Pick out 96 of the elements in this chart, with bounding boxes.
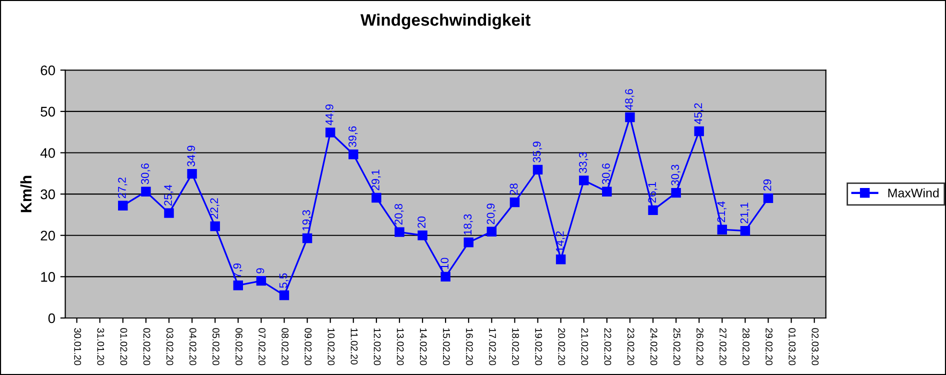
data-label: 28 bbox=[510, 184, 518, 195]
point bbox=[510, 197, 520, 208]
y-tick-label: 20 bbox=[40, 230, 56, 241]
y-tick-label: 50 bbox=[40, 106, 56, 117]
point bbox=[210, 221, 220, 232]
point bbox=[325, 128, 336, 138]
data-label: 18,3 bbox=[464, 214, 473, 235]
x-tick-label: 15.02.20 bbox=[442, 328, 450, 366]
data-label: 39,6 bbox=[348, 126, 358, 148]
point bbox=[578, 176, 589, 186]
x-tick-label: 16.02.20 bbox=[466, 328, 473, 366]
point bbox=[187, 168, 197, 179]
data-label: 20,8 bbox=[394, 204, 404, 225]
x-tick-label: 01.03.20 bbox=[788, 328, 796, 366]
point bbox=[141, 186, 151, 196]
point bbox=[532, 164, 543, 175]
point bbox=[372, 192, 382, 203]
x-tick-label: 22.02.20 bbox=[604, 328, 612, 366]
point bbox=[440, 272, 450, 282]
x-tick-label: 30.01.20 bbox=[74, 328, 82, 366]
data-label: 35,9 bbox=[532, 142, 542, 162]
data-label: 29,1 bbox=[372, 170, 381, 190]
point bbox=[279, 290, 290, 300]
x-tick-label: 01.02.20 bbox=[120, 328, 128, 366]
x-tick-label: 25.02.20 bbox=[673, 328, 680, 366]
point bbox=[740, 226, 750, 236]
point bbox=[394, 227, 404, 237]
point bbox=[625, 112, 635, 122]
point bbox=[233, 280, 243, 290]
y-tick-label: 30 bbox=[40, 189, 56, 200]
point bbox=[648, 205, 658, 216]
x-tick-label: 26.02.20 bbox=[696, 328, 704, 366]
data-label: 30,3 bbox=[671, 164, 680, 186]
data-label: 20 bbox=[418, 216, 426, 228]
point bbox=[302, 233, 312, 244]
x-tick-label: 23.02.20 bbox=[627, 328, 634, 366]
point bbox=[348, 150, 358, 160]
x-tick-label: 17.02.20 bbox=[489, 328, 496, 366]
y-tick-label: 10 bbox=[41, 272, 56, 282]
x-tick-label: 28.02.20 bbox=[742, 328, 750, 366]
x-tick-label: 03.02.20 bbox=[166, 328, 174, 366]
point bbox=[717, 224, 728, 234]
y-tick-label: 0 bbox=[48, 313, 56, 324]
data-label: 30,6 bbox=[141, 164, 150, 184]
y-axis-title: Km/h bbox=[20, 176, 32, 212]
x-tick-label: 27.02.20 bbox=[720, 328, 726, 366]
point bbox=[556, 254, 566, 264]
data-label: 45,2 bbox=[694, 103, 704, 124]
data-label: 44,9 bbox=[325, 104, 335, 126]
x-tick-label: 11.02.20 bbox=[350, 328, 358, 364]
x-tick-label: 08.02.20 bbox=[282, 328, 289, 366]
x-tick-label: 10.02.20 bbox=[328, 328, 335, 366]
x-tick-label: 02.03.20 bbox=[812, 328, 819, 366]
x-tick-label: 12.02.20 bbox=[374, 328, 381, 366]
x-tick-label: 13.02.20 bbox=[396, 328, 404, 366]
data-label: 9 bbox=[256, 268, 264, 274]
point bbox=[694, 126, 704, 136]
x-tick-label: 09.02.20 bbox=[304, 328, 312, 366]
data-label: 30,6 bbox=[602, 164, 612, 184]
x-tick-label: 14.02.20 bbox=[420, 328, 427, 366]
data-label: 33,3 bbox=[578, 152, 588, 174]
x-tick-label: 21.02.20 bbox=[581, 328, 588, 366]
data-label: 10 bbox=[440, 258, 449, 269]
point bbox=[763, 193, 774, 204]
y-tick-label: 40 bbox=[40, 148, 56, 158]
point bbox=[671, 188, 681, 198]
point bbox=[256, 276, 266, 286]
x-tick-label: 07.02.20 bbox=[258, 328, 266, 366]
data-label: 29 bbox=[763, 179, 772, 191]
y-tick-label: 60 bbox=[40, 65, 56, 76]
x-tick-label: 05.02.20 bbox=[212, 328, 220, 366]
legend-label: MaxWind bbox=[888, 188, 939, 198]
x-tick-label: 19.02.20 bbox=[535, 328, 542, 366]
x-tick-label: 04.02.20 bbox=[189, 328, 196, 366]
data-label: 5,5 bbox=[279, 273, 289, 288]
point bbox=[464, 238, 474, 248]
x-tick-label: 29.02.20 bbox=[766, 328, 773, 366]
data-label: 48,6 bbox=[625, 89, 634, 110]
point bbox=[118, 200, 128, 210]
data-label: 21,1 bbox=[740, 202, 750, 224]
x-tick-label: 24.02.20 bbox=[650, 328, 658, 366]
point bbox=[418, 230, 428, 240]
point bbox=[602, 186, 612, 196]
x-tick-label: 02.02.20 bbox=[143, 328, 150, 366]
data-label: 7,9 bbox=[233, 264, 242, 278]
data-label: 34,9 bbox=[187, 146, 196, 166]
x-tick-label: 18.02.20 bbox=[512, 328, 519, 366]
x-tick-label: 20.02.20 bbox=[558, 328, 566, 366]
chart-title: Windgeschwindigkeit bbox=[360, 14, 530, 30]
data-label: 25,4 bbox=[164, 184, 174, 206]
x-tick-label: 06.02.20 bbox=[236, 328, 242, 366]
x-tick-label: 31.01.20 bbox=[97, 328, 104, 366]
data-label: 20,9 bbox=[486, 204, 496, 224]
data-label: 27,2 bbox=[118, 178, 128, 198]
point bbox=[164, 208, 174, 218]
point bbox=[486, 226, 497, 237]
